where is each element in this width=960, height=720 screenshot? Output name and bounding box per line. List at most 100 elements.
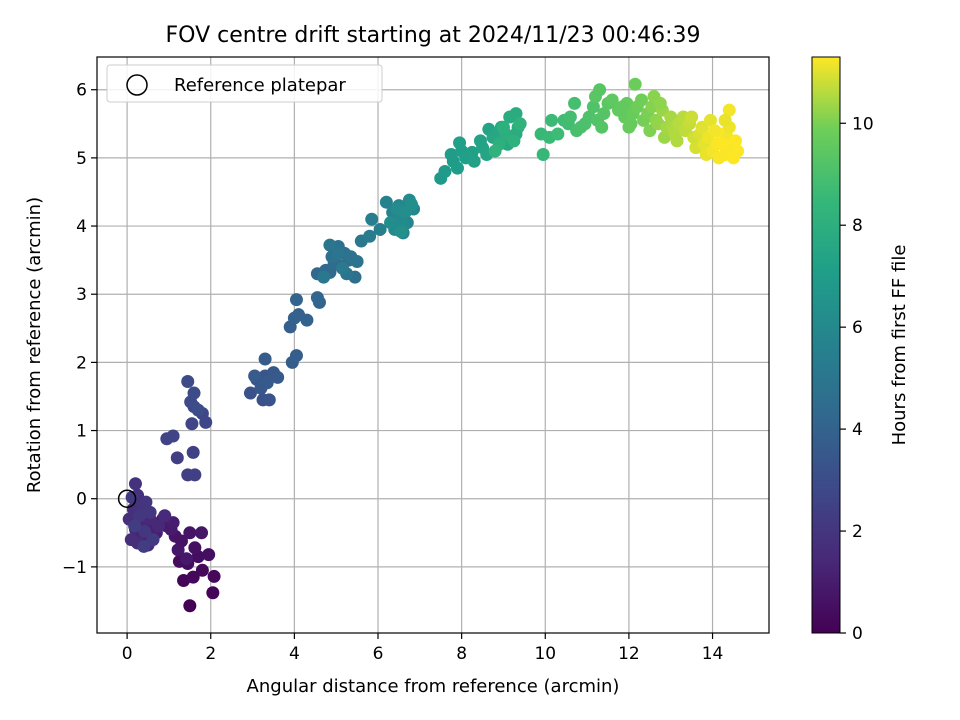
data-point — [124, 533, 138, 547]
data-point — [586, 100, 600, 114]
colorbar-tick-label: 4 — [852, 420, 863, 440]
data-point — [379, 195, 393, 209]
y-tick-label: 6 — [76, 81, 87, 101]
data-point — [444, 147, 458, 161]
colorbar-ticks: 0 2 4 6 8 10 — [840, 114, 874, 644]
legend-reference-marker — [126, 74, 148, 96]
data-point — [670, 134, 684, 148]
data-point — [616, 100, 630, 114]
data-point — [653, 96, 667, 110]
data-point — [563, 110, 577, 124]
data-point — [685, 110, 699, 124]
data-point — [363, 229, 377, 243]
y-axis-label: Rotation from reference (arcmin) — [24, 197, 45, 493]
data-point — [128, 519, 142, 533]
data-point — [151, 519, 165, 533]
x-tick-label: 14 — [702, 644, 724, 664]
data-point — [373, 222, 387, 236]
data-point — [158, 509, 172, 523]
data-point — [509, 107, 523, 121]
x-axis-label: Angular distance from reference (arcmin) — [247, 676, 620, 697]
colorbar-tick-label: 10 — [852, 114, 874, 134]
data-point — [171, 543, 185, 557]
data-point — [513, 117, 527, 131]
data-point — [179, 552, 193, 566]
x-tick-label: 2 — [205, 644, 216, 664]
data-point — [731, 144, 745, 158]
data-point — [317, 270, 331, 284]
data-point — [384, 216, 398, 230]
colorbar-tick-label: 6 — [852, 318, 863, 338]
data-point — [146, 533, 160, 547]
data-point — [186, 445, 200, 459]
y-tick-label: 3 — [76, 285, 87, 305]
x-tick-label: 10 — [534, 644, 556, 664]
colorbar-label: Hours from first FF file — [889, 245, 910, 446]
data-point — [195, 526, 209, 540]
data-point — [634, 93, 648, 107]
chart-title: FOV centre drift starting at 2024/11/23 … — [166, 23, 701, 48]
data-point — [335, 261, 349, 275]
data-point — [568, 96, 582, 110]
data-point — [310, 291, 324, 305]
data-point — [605, 93, 619, 107]
data-point — [258, 352, 272, 366]
data-point — [404, 197, 418, 211]
data-point — [729, 134, 743, 148]
y-axis-ticks: −1 0 1 2 3 4 5 6 — [62, 81, 97, 578]
data-point — [183, 526, 197, 540]
data-point — [289, 293, 303, 307]
data-point — [450, 161, 464, 175]
data-point — [657, 130, 671, 144]
data-point — [545, 113, 559, 127]
data-point — [628, 77, 642, 91]
x-axis-ticks: 0 2 4 6 8 10 12 14 — [122, 633, 724, 664]
data-point — [595, 120, 609, 134]
scatter-points — [117, 77, 745, 613]
data-point — [185, 417, 199, 431]
y-tick-label: 4 — [76, 217, 87, 237]
data-point — [206, 586, 220, 600]
colorbar-tick-label: 8 — [852, 216, 863, 236]
data-point — [438, 165, 452, 179]
data-point — [188, 468, 202, 482]
reference-platepar-marker — [117, 489, 137, 508]
data-point — [128, 477, 142, 491]
colorbar — [811, 56, 841, 634]
data-point — [488, 144, 502, 158]
data-point — [138, 524, 152, 538]
data-point — [186, 570, 200, 584]
data-point — [166, 429, 180, 443]
data-point — [207, 569, 221, 583]
data-point — [260, 376, 274, 390]
x-tick-label: 6 — [373, 644, 384, 664]
x-tick-label: 4 — [289, 644, 300, 664]
y-tick-label: 1 — [76, 422, 87, 442]
y-tick-label: 2 — [76, 353, 87, 373]
x-tick-label: 0 — [122, 644, 133, 664]
data-point — [181, 374, 195, 388]
data-point — [133, 509, 147, 523]
data-point — [708, 124, 722, 138]
data-point — [588, 90, 602, 104]
data-point — [597, 107, 611, 121]
y-tick-label: −1 — [62, 558, 87, 578]
x-tick-label: 8 — [456, 644, 467, 664]
colorbar-tick-label: 2 — [852, 522, 863, 542]
y-tick-label: 0 — [76, 490, 87, 510]
data-point — [722, 103, 736, 117]
data-point — [718, 113, 732, 127]
data-point — [331, 246, 345, 260]
data-point — [712, 151, 726, 165]
data-point — [183, 599, 197, 613]
data-point — [536, 147, 550, 161]
data-point — [195, 563, 209, 577]
data-point — [467, 154, 481, 168]
data-point — [248, 369, 262, 383]
data-point — [350, 254, 364, 268]
data-point — [202, 548, 216, 562]
data-point — [300, 313, 314, 327]
data-point — [271, 370, 285, 384]
data-point — [703, 113, 717, 127]
data-point — [453, 136, 467, 150]
